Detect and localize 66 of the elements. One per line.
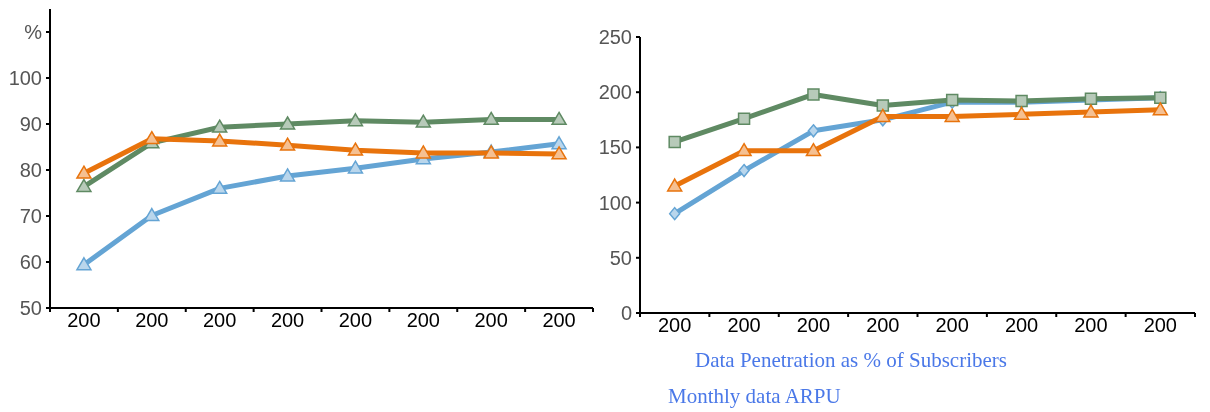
x-tick-label: 200 [338, 309, 373, 331]
point [805, 142, 822, 157]
point [483, 111, 499, 126]
point [347, 160, 364, 174]
y-tick-label: 100 [8, 67, 42, 89]
point [551, 136, 567, 150]
point [76, 178, 92, 193]
point [76, 257, 92, 271]
point [415, 145, 432, 159]
y-tick-label: 60 [19, 251, 42, 273]
point [211, 133, 228, 147]
x-tick-label: 200 [1004, 314, 1039, 336]
point [347, 113, 364, 127]
point [875, 108, 891, 123]
y-tick-label: 0 [620, 302, 632, 324]
point [666, 178, 683, 192]
point [668, 135, 681, 149]
y-tick-label: 150 [598, 136, 632, 159]
point [211, 119, 228, 133]
y-tick-label: % [24, 21, 43, 43]
point [738, 163, 750, 178]
y-tick-label: 100 [598, 191, 632, 214]
point [211, 180, 228, 195]
point [876, 99, 890, 112]
y-tick-label: 50 [19, 297, 42, 319]
text: Data Penetration as % of Subscribers [695, 348, 1007, 372]
point [1013, 106, 1030, 120]
point [1083, 104, 1099, 118]
point [347, 142, 364, 156]
text: Monthly data ARPU [668, 384, 841, 408]
x-tick-label: 200 [135, 309, 169, 331]
y-tick-label: 200 [598, 81, 632, 104]
x-tick-label: 200 [542, 309, 576, 331]
point [737, 112, 751, 125]
point [1152, 102, 1169, 116]
point [807, 124, 820, 138]
point [144, 130, 160, 145]
point [279, 116, 296, 130]
point [944, 108, 960, 123]
x-tick-label: 200 [796, 314, 831, 336]
x-tick-label: 200 [658, 314, 692, 336]
point [551, 111, 567, 126]
point [279, 168, 296, 182]
x-tick-label: 200 [203, 309, 237, 331]
y-tick-label: 90 [19, 113, 42, 135]
x-tick-label: 200 [474, 309, 508, 331]
point [144, 207, 160, 222]
x-tick-label: 200 [406, 309, 440, 331]
y-tick-label: 80 [19, 159, 42, 181]
x-tick-label: 200 [866, 314, 900, 336]
y-tick-label: 70 [19, 205, 42, 227]
x-tick-label: 200 [67, 309, 101, 331]
point [76, 165, 92, 179]
x-tick-label: 200 [270, 309, 305, 331]
x-tick-label: 200 [1143, 314, 1177, 336]
point [551, 146, 567, 160]
point [279, 137, 296, 151]
point [668, 206, 681, 221]
point [736, 142, 752, 157]
y-tick-label: 50 [609, 246, 632, 269]
point [807, 88, 820, 101]
x-tick-label: 200 [727, 314, 761, 336]
y-tick-label: 250 [598, 26, 632, 48]
x-tick-label: 200 [935, 314, 969, 336]
point [415, 114, 432, 128]
x-tick-label: 200 [1074, 314, 1108, 336]
